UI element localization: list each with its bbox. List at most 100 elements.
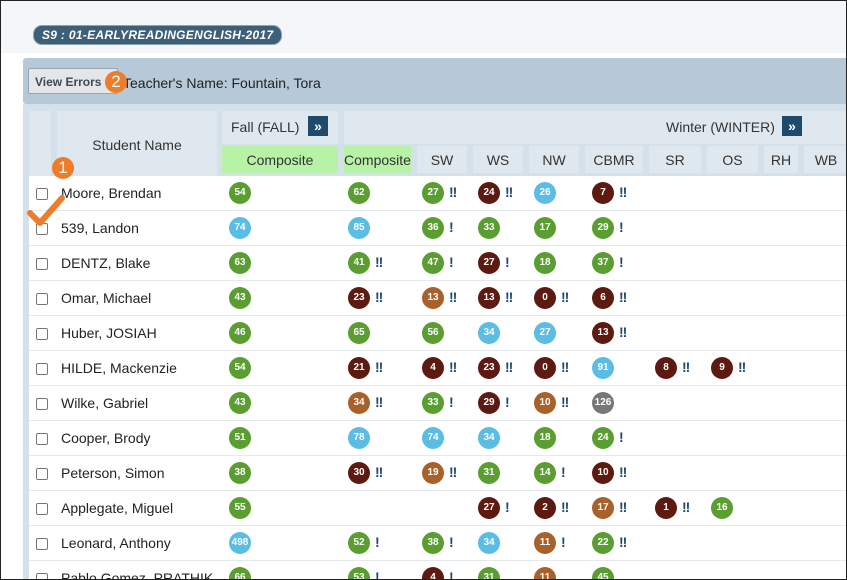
ws-header[interactable]: WS [473, 146, 523, 173]
winter-cbmr-score-badge[interactable]: 45 [592, 567, 614, 579]
winter-composite-score-badge[interactable]: 65 [348, 322, 370, 344]
winter-ws-score-badge[interactable]: 34 [478, 427, 500, 449]
fall-composite-score-badge[interactable]: 54 [229, 357, 251, 379]
winter-cbmr-score-badge[interactable]: 17 [592, 497, 614, 519]
student-name[interactable]: Cooper, Brody [61, 430, 151, 446]
winter-sw-score-badge[interactable]: 13 [422, 287, 444, 309]
winter-nw-score-badge[interactable]: 0 [534, 287, 556, 309]
winter-nw-score-badge[interactable]: 11 [534, 567, 556, 579]
student-select-checkbox[interactable] [36, 363, 48, 375]
winter-sw-score-badge[interactable]: 4 [422, 357, 444, 379]
student-select-checkbox[interactable] [36, 398, 48, 410]
fall-composite-score-badge[interactable]: 38 [229, 462, 251, 484]
winter-ws-score-badge[interactable]: 34 [478, 532, 500, 554]
winter-composite-score-badge[interactable]: 78 [348, 427, 370, 449]
winter-expand-icon[interactable]: » [782, 116, 802, 136]
winter-cbmr-score-badge[interactable]: 6 [592, 287, 614, 309]
winter-composite-score-badge[interactable]: 41 [348, 252, 370, 274]
winter-composite-score-badge[interactable]: 30 [348, 462, 370, 484]
winter-os-score-badge[interactable]: 9 [711, 357, 733, 379]
winter-cbmr-score-badge[interactable]: 37 [592, 252, 614, 274]
winter-nw-score-badge[interactable]: 14 [534, 462, 556, 484]
winter-sw-score-badge[interactable]: 56 [422, 322, 444, 344]
winter-cbmr-score-badge[interactable]: 7 [592, 182, 614, 204]
fall-composite-score-badge[interactable]: 63 [229, 252, 251, 274]
winter-composite-score-badge[interactable]: 85 [348, 217, 370, 239]
winter-sw-score-badge[interactable]: 36 [422, 217, 444, 239]
winter-ws-score-badge[interactable]: 31 [478, 567, 500, 579]
winter-composite-header[interactable]: Composite [344, 146, 411, 173]
winter-sw-score-badge[interactable]: 38 [422, 532, 444, 554]
winter-ws-score-badge[interactable]: 13 [478, 287, 500, 309]
wb-header[interactable]: WB [804, 146, 846, 173]
rh-header[interactable]: RH [764, 146, 798, 173]
fall-composite-score-badge[interactable]: 46 [229, 322, 251, 344]
fall-composite-score-badge[interactable]: 55 [229, 497, 251, 519]
student-select-checkbox[interactable] [36, 293, 48, 305]
student-row[interactable] [29, 491, 846, 526]
fall-composite-score-badge[interactable]: 66 [229, 567, 251, 579]
winter-ws-score-badge[interactable]: 27 [478, 252, 500, 274]
winter-cbmr-score-badge[interactable]: 126 [592, 392, 614, 414]
student-name[interactable]: Huber, JOSIAH [61, 325, 157, 341]
student-name[interactable]: Applegate, Miguel [61, 500, 174, 516]
winter-composite-score-badge[interactable]: 62 [348, 182, 370, 204]
winter-nw-score-badge[interactable]: 11 [534, 532, 556, 554]
fall-composite-header[interactable]: Composite [222, 146, 338, 173]
winter-nw-score-badge[interactable]: 26 [534, 182, 556, 204]
winter-ws-score-badge[interactable]: 31 [478, 462, 500, 484]
winter-composite-score-badge[interactable]: 21 [348, 357, 370, 379]
student-name-header[interactable]: Student Name [57, 111, 217, 179]
student-select-checkbox[interactable] [36, 538, 48, 550]
winter-nw-score-badge[interactable]: 18 [534, 427, 556, 449]
winter-ws-score-badge[interactable]: 27 [478, 497, 500, 519]
winter-sw-score-badge[interactable]: 74 [422, 427, 444, 449]
winter-sw-score-badge[interactable]: 19 [422, 462, 444, 484]
nw-header[interactable]: NW [529, 146, 579, 173]
student-select-checkbox[interactable] [36, 468, 48, 480]
cbmr-header[interactable]: CBMR [585, 146, 643, 173]
student-name[interactable]: 539, Landon [61, 220, 139, 236]
sr-header[interactable]: SR [649, 146, 701, 173]
student-select-checkbox[interactable] [36, 328, 48, 340]
student-select-checkbox[interactable] [36, 433, 48, 445]
winter-nw-score-badge[interactable]: 10 [534, 392, 556, 414]
winter-ws-score-badge[interactable]: 29 [478, 392, 500, 414]
winter-sw-score-badge[interactable]: 27 [422, 182, 444, 204]
fall-composite-score-badge[interactable]: 54 [229, 182, 251, 204]
winter-nw-score-badge[interactable]: 27 [534, 322, 556, 344]
winter-composite-score-badge[interactable]: 52 [348, 532, 370, 554]
fall-composite-score-badge[interactable]: 498 [229, 532, 251, 554]
fall-composite-score-badge[interactable]: 51 [229, 427, 251, 449]
winter-sw-score-badge[interactable]: 47 [422, 252, 444, 274]
winter-sr-score-badge[interactable]: 1 [655, 497, 677, 519]
winter-nw-score-badge[interactable]: 18 [534, 252, 556, 274]
winter-os-score-badge[interactable]: 16 [711, 497, 733, 519]
winter-nw-score-badge[interactable]: 0 [534, 357, 556, 379]
os-header[interactable]: OS [707, 146, 758, 173]
student-name[interactable]: Omar, Michael [61, 290, 152, 306]
winter-sw-score-badge[interactable]: 33 [422, 392, 444, 414]
fall-composite-score-badge[interactable]: 43 [229, 287, 251, 309]
winter-cbmr-score-badge[interactable]: 22 [592, 532, 614, 554]
winter-composite-score-badge[interactable]: 23 [348, 287, 370, 309]
winter-composite-score-badge[interactable]: 53 [348, 567, 370, 579]
student-name[interactable]: Pablo Gomez, PRATHIK [61, 570, 214, 580]
winter-sw-score-badge[interactable]: 4 [422, 567, 444, 579]
winter-nw-score-badge[interactable]: 17 [534, 217, 556, 239]
winter-cbmr-score-badge[interactable]: 29 [592, 217, 614, 239]
view-errors-button[interactable]: View Errors [28, 68, 118, 94]
fall-composite-score-badge[interactable]: 74 [229, 217, 251, 239]
student-select-checkbox[interactable] [36, 188, 48, 200]
student-name[interactable]: Leonard, Anthony [61, 535, 171, 551]
student-name[interactable]: Moore, Brendan [61, 185, 162, 201]
student-select-checkbox[interactable] [36, 503, 48, 515]
winter-ws-score-badge[interactable]: 24 [478, 182, 500, 204]
student-name[interactable]: Peterson, Simon [61, 465, 165, 481]
student-select-checkbox[interactable] [36, 258, 48, 270]
fall-expand-icon[interactable]: » [308, 116, 328, 136]
student-select-checkbox[interactable] [36, 573, 48, 579]
winter-sr-score-badge[interactable]: 8 [655, 357, 677, 379]
winter-cbmr-score-badge[interactable]: 24 [592, 427, 614, 449]
winter-ws-score-badge[interactable]: 34 [478, 322, 500, 344]
